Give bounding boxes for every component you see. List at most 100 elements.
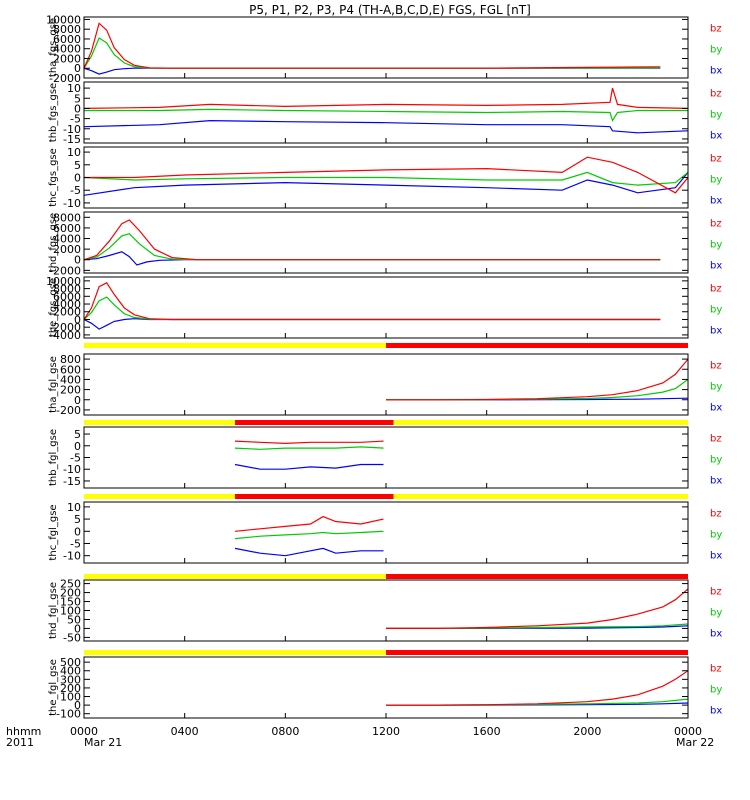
series-bz-thb_fgl_gse — [234, 440, 384, 445]
y-axis-label: thd_fgl_gse — [48, 582, 59, 639]
mode-segment-slow — [393, 494, 688, 499]
legend-by: by — [710, 110, 722, 121]
y-tick-label: 5 — [74, 513, 81, 526]
y-tick-label: 0 — [74, 440, 81, 453]
y-axis-label: the_fgs_gse — [48, 278, 59, 337]
legend-by: by — [710, 530, 722, 541]
legend-bx: bx — [710, 326, 722, 337]
mode-segment-slow — [84, 420, 235, 425]
y-axis-label: thc_fgl_gse — [48, 504, 59, 560]
y-tick-label: 0 — [74, 62, 81, 75]
y-tick-label: -10 — [63, 550, 81, 563]
y-tick-label: 150 — [60, 596, 81, 609]
legend-bz: bz — [710, 284, 722, 295]
panel-thb_fgl_gse: -15-10-505 thb_fgl_gse bz by bx — [48, 426, 722, 489]
x-tick-label: 0000 — [674, 725, 702, 738]
y-tick-label: 0 — [74, 525, 81, 538]
y-tick-label: -10 — [63, 463, 81, 476]
y-axis-label: tha_fgl_gse — [48, 356, 59, 413]
y-tick-label: -2000 — [49, 321, 81, 334]
series-bx-thc_fgl_gse — [234, 547, 384, 557]
legend-bx: bx — [710, 476, 722, 487]
legend-bz: bz — [710, 434, 722, 445]
legend-by: by — [710, 240, 722, 251]
y-tick-label: 0 — [74, 699, 81, 712]
mode-bar — [84, 650, 688, 655]
mode-segment-fast — [235, 494, 394, 499]
end-date-label: Mar 22 — [676, 736, 714, 749]
y-tick-label: 5 — [74, 92, 81, 105]
y-tick-label: 400 — [60, 665, 81, 678]
y-tick-label: 6000 — [53, 222, 81, 235]
mode-segment-fast — [386, 343, 688, 348]
y-tick-label: 500 — [60, 656, 81, 669]
y-tick-label: 8000 — [53, 283, 81, 296]
mode-segment-fast — [235, 420, 394, 425]
y-tick-label: -5 — [70, 113, 81, 126]
series-bz-thb_fgs_gse — [84, 87, 688, 109]
y-tick-label: 250 — [60, 578, 81, 591]
y-tick-label: 8000 — [53, 211, 81, 224]
series-bz-the_fgs_gse — [84, 282, 661, 321]
y-tick-label: 2000 — [53, 306, 81, 319]
legend-by: by — [710, 685, 722, 696]
mode-segment-slow — [84, 494, 235, 499]
legend-bz: bz — [710, 24, 722, 35]
time-row-label: hhmm — [6, 725, 41, 738]
y-tick-label: -5 — [70, 537, 81, 550]
y-tick-label: -5 — [70, 452, 81, 465]
y-axis-label: thd_fgs_gse — [48, 213, 59, 272]
y-tick-label: -10 — [63, 123, 81, 136]
y-tick-label: 10 — [67, 501, 81, 514]
series-bz-the_fgl_gse — [386, 670, 688, 706]
legend-by: by — [710, 305, 722, 316]
panel-frame — [83, 656, 689, 719]
y-tick-label: 4000 — [53, 298, 81, 311]
series-bz-thc_fgl_gse — [234, 515, 384, 532]
y-tick-label: 8000 — [53, 23, 81, 36]
mode-segment-slow — [393, 420, 688, 425]
y-tick-label: -50 — [63, 631, 81, 644]
series-by-tha_fgs_gse — [84, 37, 661, 69]
series-bx-thc_fgs_gse — [84, 172, 688, 196]
mode-segment-slow — [84, 574, 386, 579]
y-tick-label: -100 — [56, 708, 81, 721]
series-by-thd_fgs_gse — [84, 233, 661, 261]
legend-by: by — [710, 455, 722, 466]
legend-by: by — [710, 382, 722, 393]
legend-bx: bx — [710, 66, 722, 77]
y-axis-label: thb_fgl_gse — [48, 429, 59, 486]
legend-bx: bx — [710, 261, 722, 272]
y-axis-label: thb_fgs_gse — [48, 83, 59, 142]
y-tick-label: 10000 — [46, 13, 81, 26]
y-tick-label: 100 — [60, 605, 81, 618]
mode-bar — [84, 420, 688, 425]
y-tick-label: 0 — [74, 394, 81, 407]
series-by-thb_fgl_gse — [234, 446, 384, 450]
panel-the_fgs_gse: -4000-20000200040006000800010000the_fgs_… — [46, 275, 722, 342]
x-tick-label: 0400 — [171, 725, 199, 738]
panel-frame — [83, 501, 689, 564]
panel-frame — [83, 579, 689, 642]
series-by-the_fgs_gse — [84, 296, 661, 321]
mode-bar — [84, 343, 688, 348]
series-bx-thb_fgs_gse — [84, 119, 688, 134]
x-tick-label: 2000 — [573, 725, 601, 738]
mode-segment-slow — [84, 650, 386, 655]
y-tick-label: 300 — [60, 673, 81, 686]
y-tick-label: 0 — [74, 313, 81, 326]
series-bz-tha_fgs_gse — [84, 22, 661, 69]
series-by-thc_fgs_gse — [84, 171, 688, 186]
y-tick-label: 5 — [74, 159, 81, 172]
legend-bz: bz — [710, 89, 722, 100]
y-tick-label: 600 — [60, 363, 81, 376]
y-tick-label: 200 — [60, 384, 81, 397]
y-tick-label: -15 — [63, 133, 81, 146]
y-tick-label: 0 — [74, 102, 81, 115]
y-tick-label: 50 — [67, 613, 81, 626]
